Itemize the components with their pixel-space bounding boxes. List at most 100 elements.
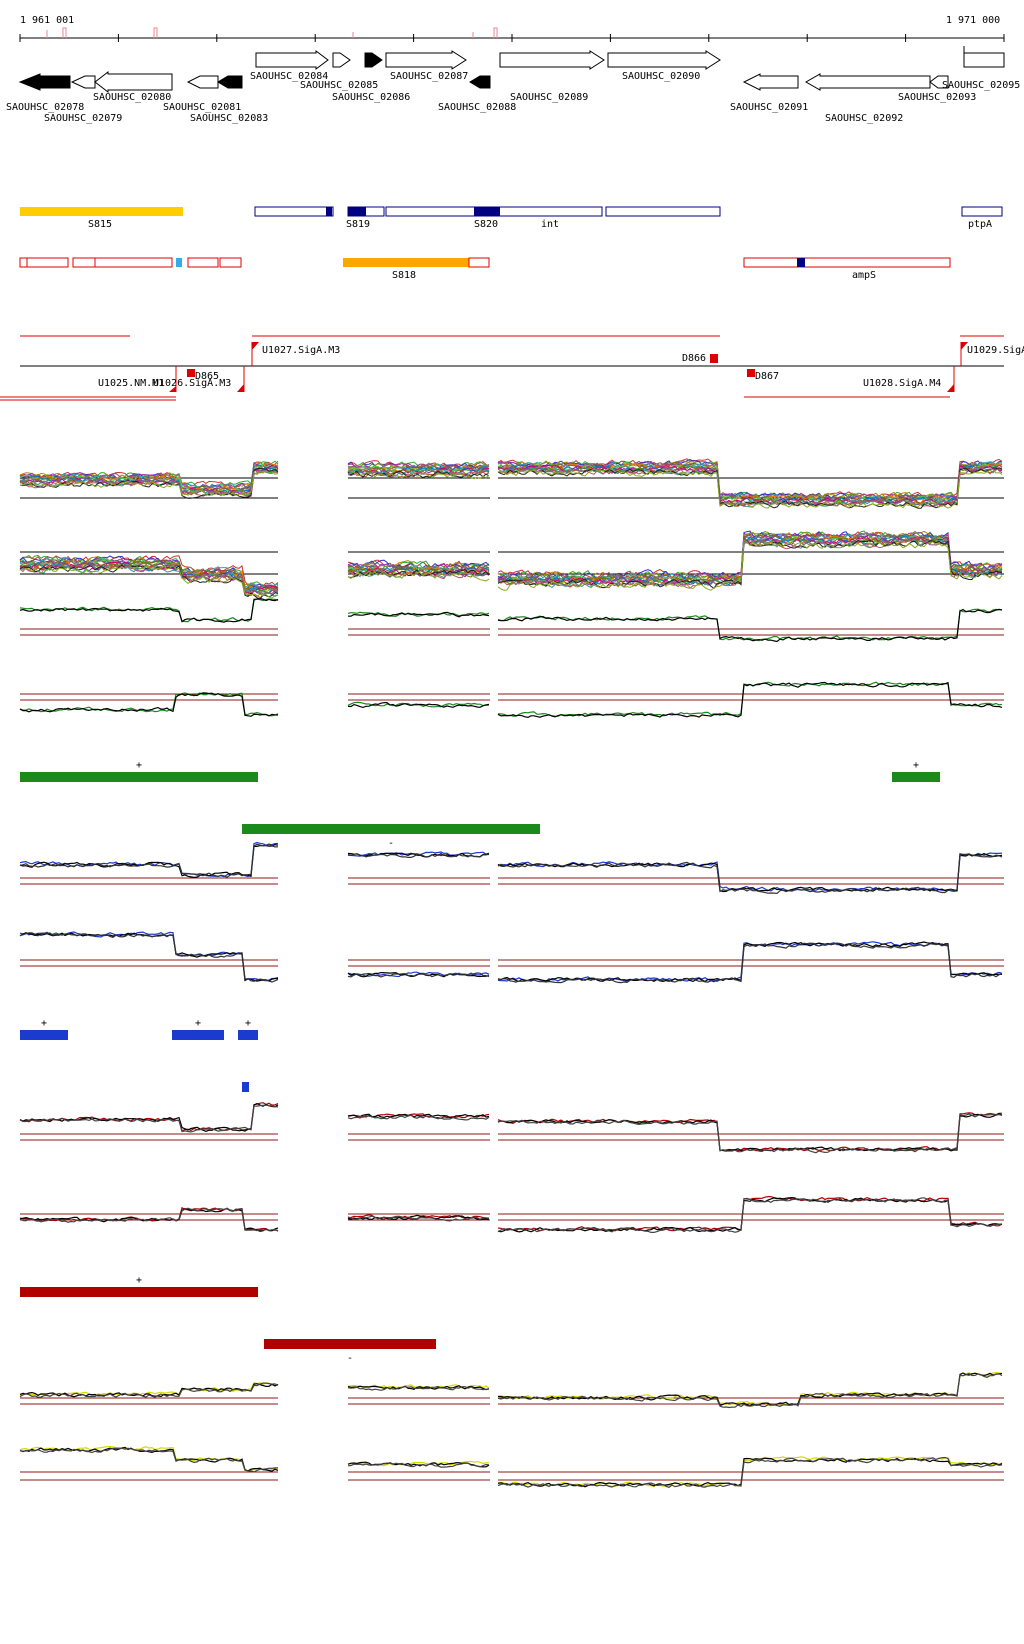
segment-marker[interactable] <box>710 354 718 363</box>
gene-label: SAOUHSC_02085 <box>300 80 378 91</box>
segment-flag[interactable] <box>237 384 244 392</box>
profile-line <box>19 1382 279 1398</box>
feature-label: S818 <box>392 270 416 281</box>
profile-panel <box>19 458 1004 509</box>
gene-arrow[interactable] <box>94 70 173 94</box>
profile-line <box>19 1207 279 1232</box>
segment-label: U1029.SigA <box>967 345 1024 356</box>
profile-line <box>19 559 279 596</box>
gene-arrow[interactable] <box>332 52 351 68</box>
segment-flag[interactable] <box>252 342 259 350</box>
profile-line <box>19 692 279 717</box>
gene-label: SAOUHSC_02087 <box>390 71 468 82</box>
feature-track-plus: S815 S819 S820 int ptpA <box>20 206 1003 230</box>
feature-box-s818[interactable] <box>343 258 469 267</box>
profile-line <box>347 560 490 571</box>
profile-line <box>497 539 1003 591</box>
feature-box[interactable] <box>72 257 96 268</box>
strand-bar[interactable] <box>242 824 540 834</box>
strand-bar[interactable] <box>20 772 258 782</box>
profile-line <box>497 1112 1003 1152</box>
profile-panel <box>19 931 1004 984</box>
gene-arrow[interactable] <box>499 50 605 70</box>
segment-marker[interactable] <box>187 369 195 377</box>
feature-block[interactable] <box>348 207 366 216</box>
strand-bar[interactable] <box>892 772 940 782</box>
feature-block[interactable] <box>176 258 182 267</box>
gene-arrow[interactable] <box>364 52 383 68</box>
gene-box[interactable] <box>963 52 1005 68</box>
gene-arrow[interactable] <box>186 75 219 89</box>
feature-box[interactable] <box>19 257 69 268</box>
segment-flag[interactable] <box>947 384 954 392</box>
profile-line <box>19 843 279 879</box>
feature-box-amps[interactable] <box>743 257 951 268</box>
strand-bar[interactable] <box>20 1030 68 1040</box>
profile-line <box>347 972 490 978</box>
feature-box[interactable] <box>187 257 219 268</box>
gene-arrow[interactable] <box>804 73 931 91</box>
profile-panel <box>19 1102 1004 1154</box>
profile-line <box>19 931 279 982</box>
gene-arrow[interactable] <box>469 75 491 89</box>
feature-box-ptpa[interactable] <box>961 206 1003 217</box>
gene-arrow[interactable] <box>607 50 721 70</box>
profile-line <box>19 843 279 878</box>
profile-line <box>497 1197 1003 1234</box>
gene-label: SAOUHSC_02080 <box>93 92 171 103</box>
feature-box[interactable] <box>94 257 173 268</box>
strand-mark: - <box>388 838 394 849</box>
feature-label: S820 <box>474 219 498 230</box>
gene-label: SAOUHSC_02079 <box>44 113 122 124</box>
feature-block[interactable] <box>474 207 500 216</box>
profile-line <box>347 460 490 469</box>
gene-arrow[interactable] <box>70 75 96 89</box>
profile-line <box>19 841 279 878</box>
segmentation-track: U1027.SigA.M3 U1029.SigA D866 D865 U1025… <box>0 335 1024 401</box>
feature-label: int <box>541 219 559 230</box>
feature-label: ptpA <box>968 219 992 230</box>
profile-line <box>497 1456 1003 1488</box>
segment-flag[interactable] <box>169 386 176 392</box>
gene-label: SAOUHSC_02084 <box>250 71 328 82</box>
profile-line <box>19 692 279 717</box>
strand-mark: + <box>136 760 142 771</box>
strand-bar[interactable] <box>20 1287 258 1297</box>
profile-line <box>497 681 1003 717</box>
feature-box[interactable] <box>605 206 721 217</box>
gene-arrow[interactable] <box>385 50 467 70</box>
feature-box[interactable] <box>254 206 334 217</box>
gene-label: SAOUHSC_02089 <box>510 92 588 103</box>
gene-arrow[interactable] <box>255 50 329 70</box>
feature-box[interactable] <box>219 257 242 268</box>
gene-arrow[interactable] <box>742 73 799 91</box>
strand-bar[interactable] <box>172 1030 224 1040</box>
feature-block[interactable] <box>326 207 332 216</box>
segment-flag[interactable] <box>961 342 968 350</box>
profile-line <box>497 608 1003 643</box>
segment-label: U1026.SigA.M3 <box>153 378 231 389</box>
profile-panel <box>19 598 1004 643</box>
feature-box[interactable] <box>468 257 490 268</box>
profile-line <box>347 568 490 579</box>
profile-line <box>347 1114 490 1121</box>
profile-line <box>497 941 1003 982</box>
strand-bar[interactable] <box>242 1082 249 1092</box>
segment-marker[interactable] <box>747 369 755 377</box>
profile-line <box>497 1196 1003 1233</box>
gene-arrow[interactable] <box>217 75 243 89</box>
strand-bar[interactable] <box>238 1030 258 1040</box>
feature-block[interactable] <box>797 258 805 267</box>
strand-mark: + <box>245 1018 251 1029</box>
profile-line <box>347 468 490 477</box>
profile-line <box>347 1385 490 1391</box>
profile-line <box>497 1113 1003 1154</box>
strand-bar[interactable] <box>264 1339 436 1349</box>
feature-label: ampS <box>852 270 876 281</box>
gene-arrow[interactable] <box>18 73 71 91</box>
feature-box-s815[interactable] <box>20 207 183 216</box>
gene-arrow[interactable] <box>929 75 949 89</box>
ruler-end-label: 1 971 000 <box>946 15 1000 26</box>
strand-mark: - <box>347 1353 353 1364</box>
